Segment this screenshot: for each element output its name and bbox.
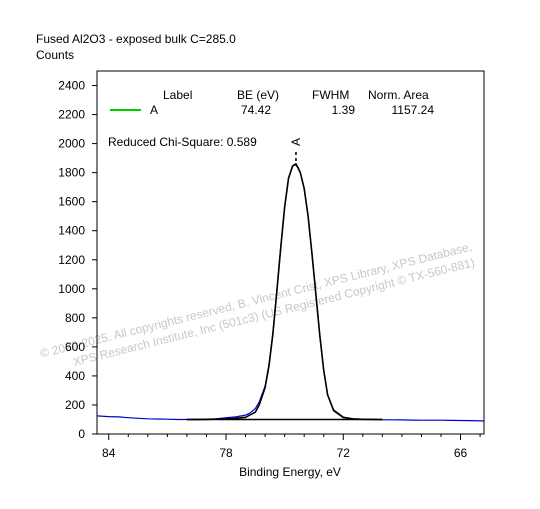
x-axis: 84 78 72 66 xyxy=(102,434,481,460)
legend-header-fwhm: FWHM xyxy=(312,88,349,102)
peak-marker: A xyxy=(289,138,303,162)
y-tick-label: 2200 xyxy=(58,108,85,122)
y-tick-label: 1400 xyxy=(58,224,85,238)
legend-row-area: 1157.24 xyxy=(392,103,435,117)
plot-frame xyxy=(96,70,485,435)
x-axis-label: Binding Energy, eV xyxy=(239,465,341,479)
watermark-line-1: © 2020-2025. All copyrights reserved, B.… xyxy=(39,240,474,361)
y-tick-label: 600 xyxy=(65,340,85,354)
copyright-watermark: © 2020-2025. All copyrights reserved, B.… xyxy=(39,240,477,369)
legend-row-label: A xyxy=(150,103,158,117)
watermark-line-2: XPS Research Institute, Inc (501c3) (US … xyxy=(72,255,477,369)
peak-marker-label: A xyxy=(289,138,303,146)
legend-row-be: 74.42 xyxy=(241,103,271,117)
y-tick-label: 0 xyxy=(78,427,85,441)
x-tick-label: 78 xyxy=(219,446,233,460)
y-axis-label: Counts xyxy=(36,48,74,62)
legend-header-be: BE (eV) xyxy=(237,88,279,102)
y-tick-label: 200 xyxy=(65,398,85,412)
y-tick-label: 2400 xyxy=(58,79,85,93)
series-layer xyxy=(96,163,484,422)
legend: Label BE (eV) FWHM Norm. Area A 74.42 1.… xyxy=(110,88,434,117)
y-tick-label: 1600 xyxy=(58,195,85,209)
y-tick-label: 1000 xyxy=(58,282,85,296)
series-A-line xyxy=(186,163,383,421)
y-tick-label: 2000 xyxy=(58,137,85,151)
y-tick-label: 800 xyxy=(65,311,85,325)
x-tick-label: 84 xyxy=(102,446,116,460)
y-tick-label: 1800 xyxy=(58,166,85,180)
legend-header-label: Label xyxy=(163,88,192,102)
y-tick-label: 400 xyxy=(65,369,85,383)
y-tick-label: 1200 xyxy=(58,253,85,267)
x-tick-label: 66 xyxy=(454,446,468,460)
y-axis: 0 200 400 600 800 1000 1200 1400 1600 1800 2000 220… xyxy=(58,79,97,441)
x-tick-label: 72 xyxy=(337,446,351,460)
chi-square-annotation: Reduced Chi-Square: 0.589 xyxy=(108,135,257,149)
legend-row-fwhm: 1.39 xyxy=(332,103,356,117)
legend-header-area: Norm. Area xyxy=(368,88,429,102)
chart-title: Fused Al2O3 - exposed bulk C=285.0 xyxy=(36,32,236,46)
